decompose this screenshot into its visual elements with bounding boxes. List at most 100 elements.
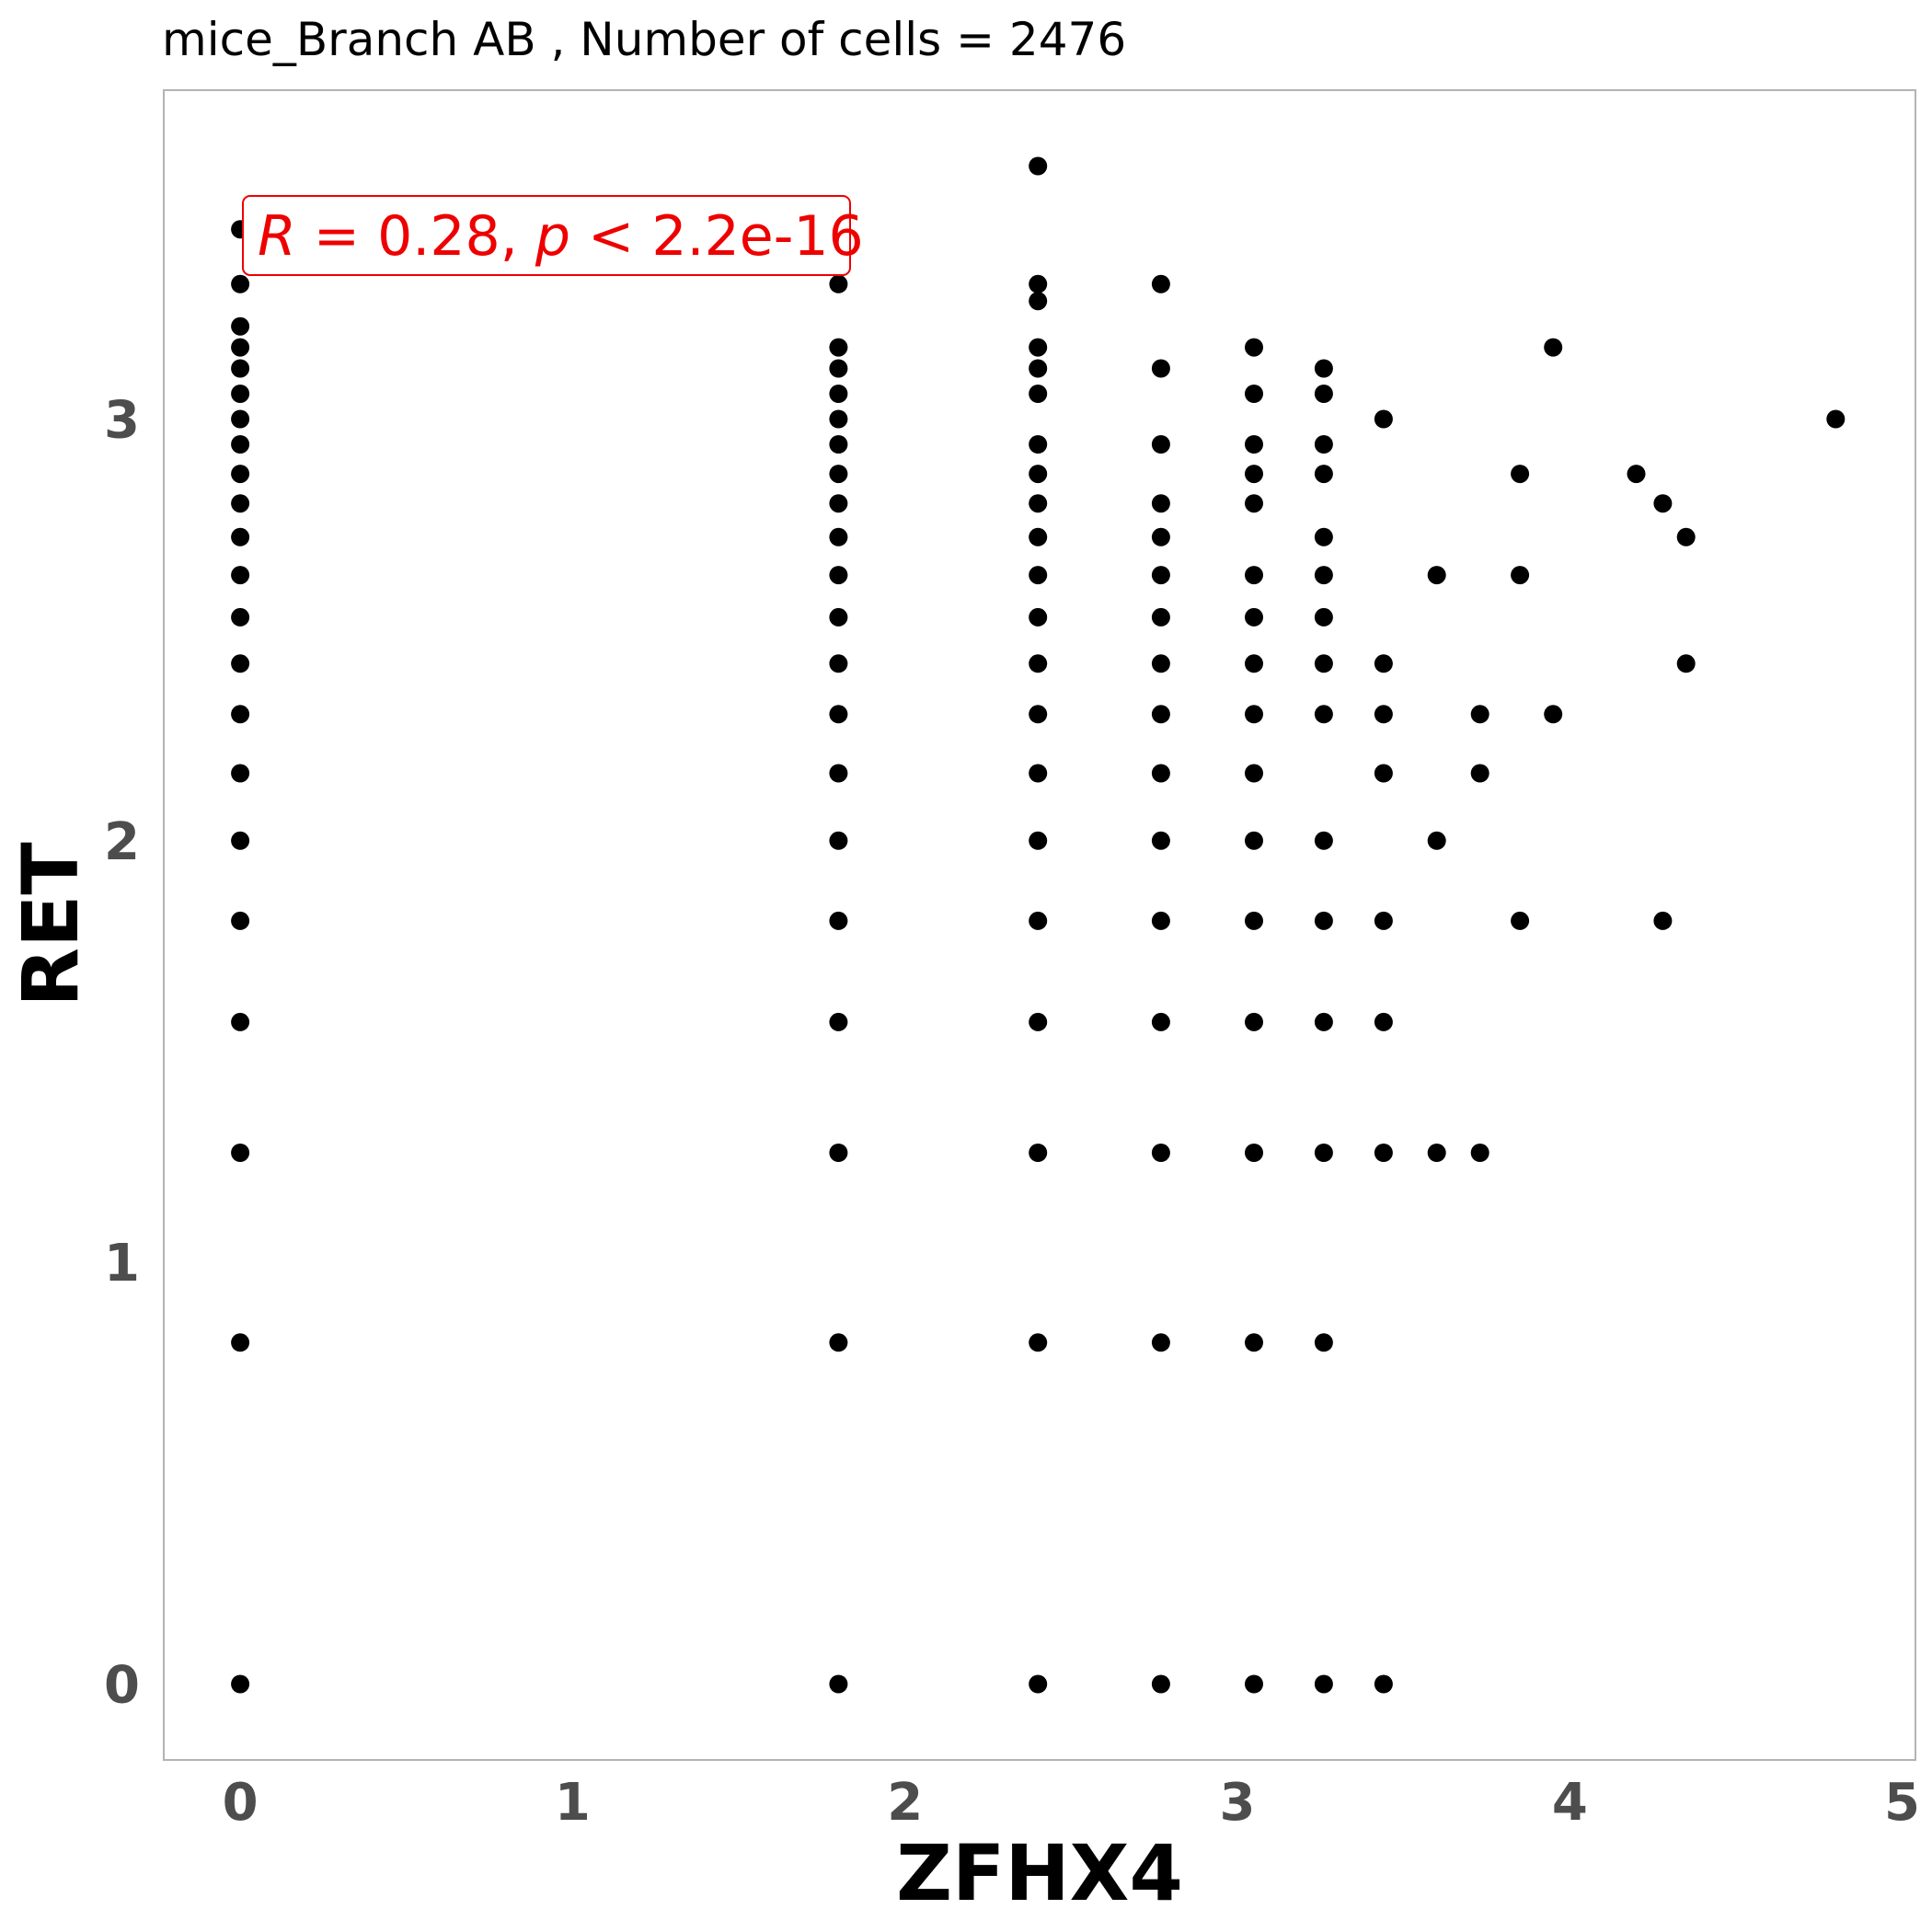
data-point: [231, 764, 250, 783]
data-point: [1245, 1674, 1263, 1694]
data-point: [1029, 527, 1048, 546]
data-point: [1544, 705, 1563, 724]
data-point: [1314, 831, 1333, 850]
data-point: [1314, 435, 1333, 454]
data-point: [829, 566, 848, 585]
data-point: [1427, 1144, 1446, 1162]
data-point: [1029, 274, 1048, 293]
data-point: [231, 359, 250, 378]
data-point: [829, 338, 848, 357]
data-point: [1245, 654, 1263, 673]
data-point: [1151, 831, 1170, 850]
x-tick-label: 1: [555, 1773, 591, 1833]
data-point: [1676, 527, 1696, 546]
data-point: [1151, 911, 1170, 930]
data-point: [829, 764, 848, 783]
data-point: [1374, 764, 1393, 783]
y-tick-label: 0: [104, 1656, 140, 1716]
data-point: [1029, 385, 1048, 403]
data-point: [1676, 654, 1696, 673]
data-point: [1151, 764, 1170, 783]
data-point: [829, 494, 848, 513]
data-point: [829, 911, 848, 930]
data-point: [829, 1333, 848, 1352]
data-point: [1151, 527, 1170, 546]
data-point: [1029, 705, 1048, 724]
data-point: [231, 705, 250, 724]
data-point: [1029, 1674, 1048, 1694]
data-point: [1151, 359, 1170, 378]
data-points: [231, 156, 1846, 1694]
data-point: [829, 274, 848, 293]
x-tick-label: 0: [223, 1773, 259, 1833]
data-point: [829, 359, 848, 378]
data-point: [1151, 705, 1170, 724]
data-point: [1374, 911, 1393, 930]
data-point: [829, 465, 848, 484]
x-axis-label: ZFHX4: [896, 1828, 1183, 1918]
y-tick-label: 3: [104, 391, 140, 451]
x-axis-ticks: 0 1 2 3 4 5: [223, 1773, 1920, 1833]
data-point: [1029, 435, 1048, 454]
data-point: [1427, 566, 1446, 585]
data-point: [1511, 465, 1530, 484]
data-point: [1151, 274, 1170, 293]
r-symbol: R: [258, 204, 296, 269]
data-point: [1314, 527, 1333, 546]
y-tick-label: 1: [104, 1234, 140, 1294]
data-point: [1511, 566, 1530, 585]
data-point: [1245, 494, 1263, 513]
data-point: [1245, 764, 1263, 783]
data-point: [829, 409, 848, 429]
data-point: [1314, 385, 1333, 403]
data-point: [1314, 465, 1333, 484]
x-tick-label: 3: [1220, 1773, 1256, 1833]
data-point: [1314, 1012, 1333, 1031]
data-point: [231, 654, 250, 673]
data-point: [1245, 607, 1263, 627]
x-tick-label: 4: [1552, 1773, 1588, 1833]
data-point: [1627, 465, 1646, 484]
data-point: [1470, 764, 1489, 783]
data-point: [1245, 1333, 1263, 1352]
data-point: [829, 385, 848, 403]
data-point: [1653, 494, 1673, 513]
data-point: [231, 338, 250, 357]
data-point: [1151, 1144, 1170, 1162]
data-point: [1374, 705, 1393, 724]
data-point: [1245, 465, 1263, 484]
y-axis-ticks: 0 1 2 3: [104, 391, 140, 1716]
data-point: [1151, 1674, 1170, 1694]
annotation-text: R = 0.28, p < 2.2e-16: [258, 204, 864, 269]
data-point: [1029, 338, 1048, 357]
data-point: [1245, 1144, 1263, 1162]
data-point: [1151, 654, 1170, 673]
data-point: [1245, 831, 1263, 850]
data-point: [231, 1144, 250, 1162]
data-point: [829, 654, 848, 673]
data-point: [1151, 494, 1170, 513]
data-point: [1245, 705, 1263, 724]
data-point: [1245, 1012, 1263, 1031]
data-point: [829, 527, 848, 546]
annotation-box: [242, 195, 851, 276]
data-point: [1151, 435, 1170, 454]
data-point: [1374, 654, 1393, 673]
data-point: [1314, 359, 1333, 378]
data-point: [1470, 705, 1489, 724]
data-point: [1653, 911, 1673, 930]
data-point: [1029, 465, 1048, 484]
y-tick-label: 2: [104, 812, 140, 872]
data-point: [1314, 1674, 1333, 1694]
data-point: [829, 1144, 848, 1162]
data-point: [1151, 607, 1170, 627]
data-point: [1029, 566, 1048, 585]
data-point: [231, 385, 250, 403]
data-point: [1314, 1333, 1333, 1352]
data-point: [1245, 566, 1263, 585]
data-point: [231, 911, 250, 930]
chart-title: mice_Branch AB , Number of cells = 2476: [162, 13, 1126, 66]
data-point: [1029, 654, 1048, 673]
data-point: [829, 831, 848, 850]
data-point: [1374, 1674, 1393, 1694]
